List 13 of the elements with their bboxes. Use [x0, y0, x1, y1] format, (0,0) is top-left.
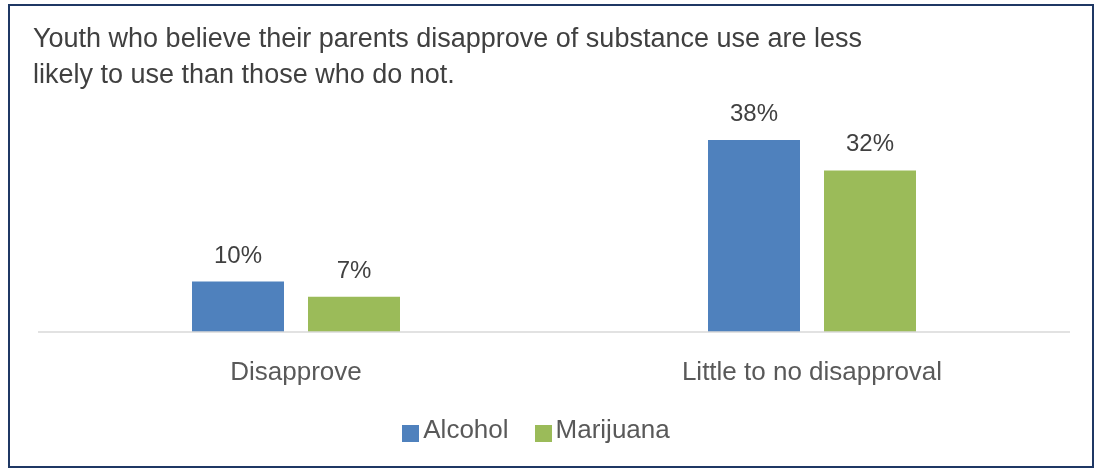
- legend-label: Alcohol: [423, 414, 509, 444]
- x-tick-label: Little to no disapproval: [681, 356, 943, 387]
- data-label: 38%: [729, 99, 779, 127]
- chart-title: Youth who believe their parents disapprove of substance use are less likely to use than those who do not.: [33, 22, 864, 91]
- x-tick-label: Disapprove: [230, 356, 362, 387]
- data-label: 10%: [213, 240, 263, 268]
- data-label: 32%: [845, 129, 895, 157]
- legend-label: Marijuana: [555, 414, 670, 444]
- bar: [824, 170, 916, 332]
- bar: [192, 281, 284, 332]
- bar: [708, 140, 800, 332]
- data-label: 7%: [336, 255, 372, 283]
- bar: [308, 296, 400, 332]
